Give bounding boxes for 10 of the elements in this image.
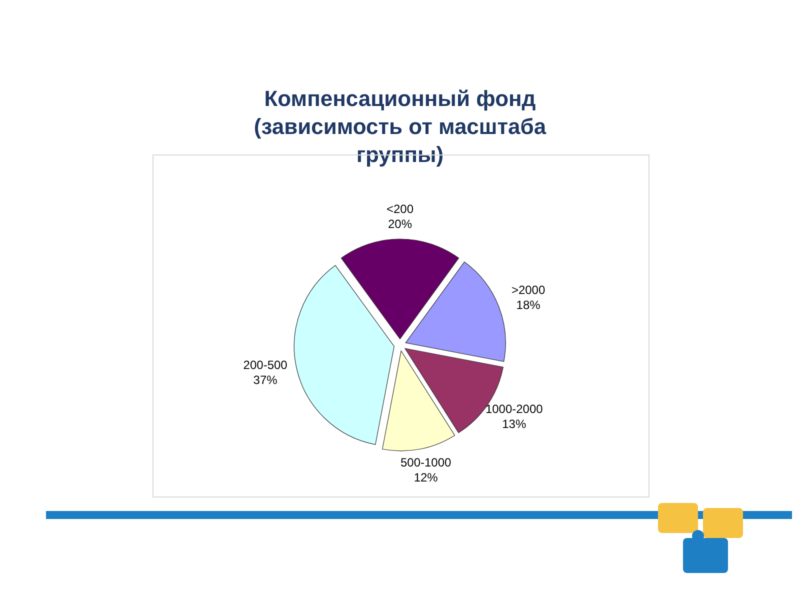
slice-label: 500-1000 bbox=[400, 456, 452, 470]
slice-label: 200-500 bbox=[243, 358, 288, 372]
data-label: 12% bbox=[414, 470, 438, 485]
data-label: 20% bbox=[388, 217, 412, 231]
slice-label: >2000 bbox=[511, 282, 546, 297]
data-label: 37% bbox=[253, 372, 278, 387]
slice-label: 1000-2000 bbox=[485, 402, 544, 416]
slice-label: <200 bbox=[386, 202, 414, 216]
data-label: 13% bbox=[502, 416, 526, 431]
data-label: 18% bbox=[516, 298, 541, 312]
